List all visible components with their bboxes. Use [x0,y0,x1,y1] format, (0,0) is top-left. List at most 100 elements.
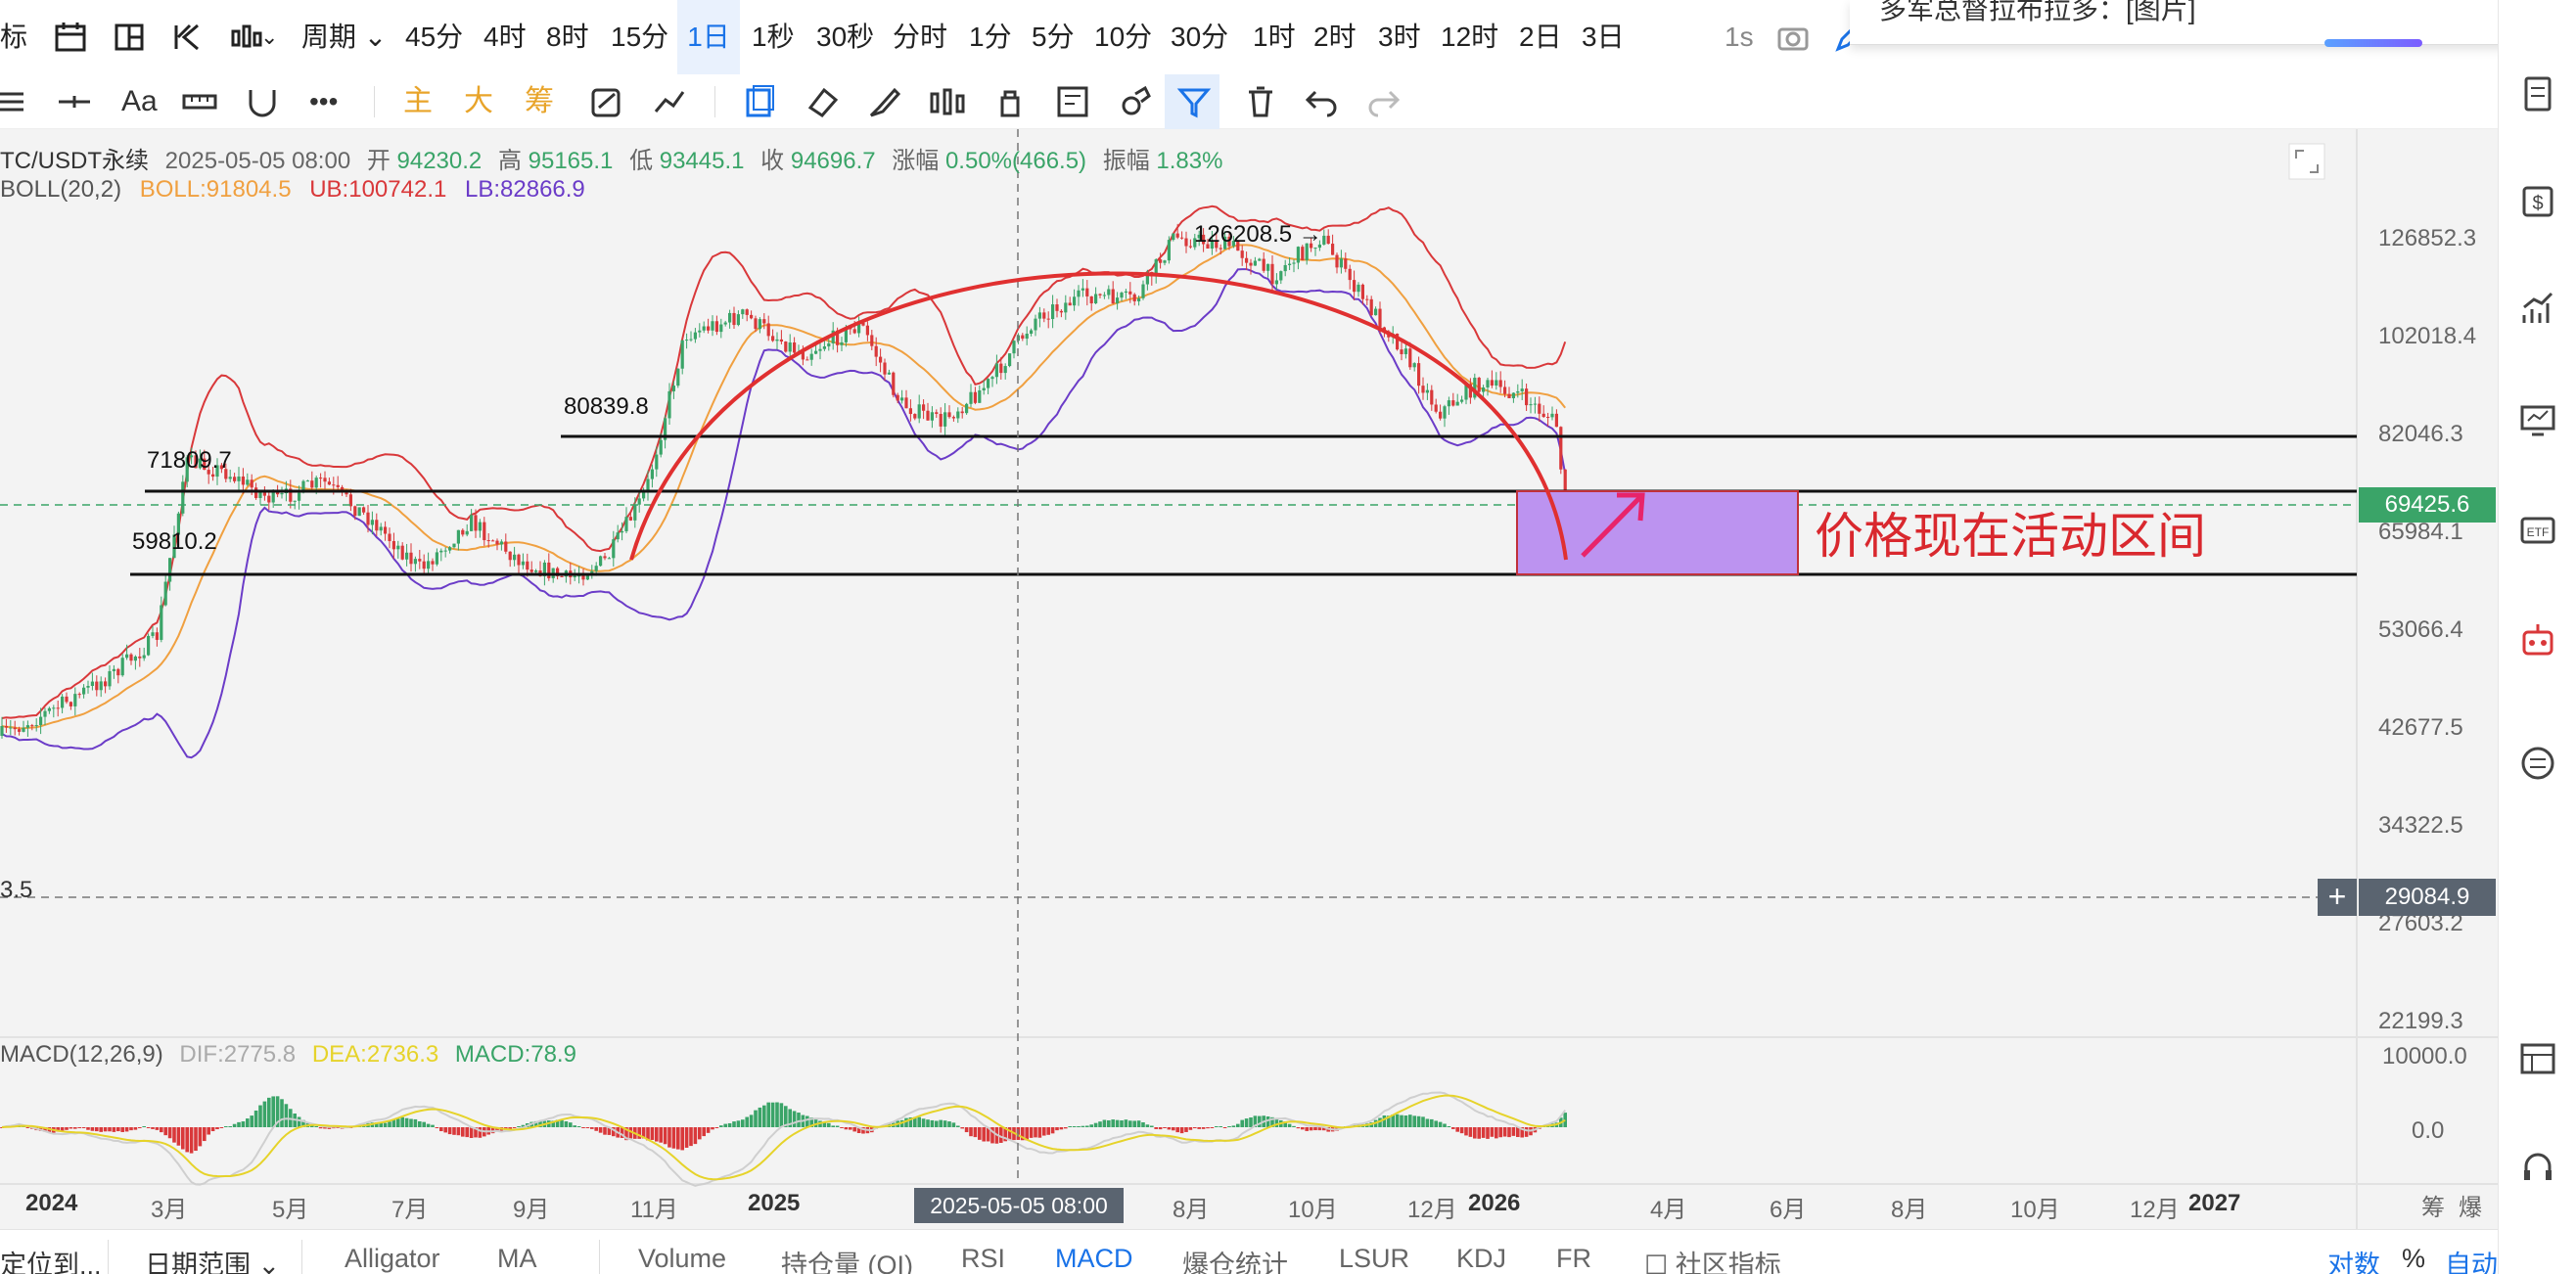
main-indicator-toggle[interactable]: 主 [403,85,433,117]
tf-12h[interactable]: 12时 [1441,22,1499,52]
calendar-icon[interactable] [51,18,90,57]
tf-3d[interactable]: 3日 [1582,22,1625,52]
link-icon[interactable] [1116,82,1155,121]
orderbook-icon[interactable] [2518,74,2557,114]
indicator-kdj[interactable]: KDJ [1456,1244,1507,1273]
indicators-label[interactable]: 标 [0,22,28,52]
more-icon[interactable]: ••• [309,86,339,116]
indicator-oi[interactable]: 持仓量 (OI) [781,1251,913,1274]
chart-area[interactable]: TC/USDT永续 2025-05-05 08:00 开 94230.2 高 9… [0,129,2498,1229]
tf-4h[interactable]: 4时 [483,22,527,52]
monitor-icon[interactable] [2518,401,2557,440]
redo-icon[interactable] [1364,82,1403,121]
period-dropdown[interactable]: 周期 ⌄ [301,22,388,52]
robot-icon[interactable] [2518,620,2557,660]
tf-8h[interactable]: 8时 [546,22,589,52]
price-chart[interactable] [0,129,2498,1229]
log-scale-toggle[interactable]: 对数 [2327,1251,2380,1274]
candle-body [120,658,124,676]
tf-2h[interactable]: 2时 [1313,22,1357,52]
macd-histogram-bar [964,1127,969,1133]
liquidation-axis-label[interactable]: 爆 [2459,1195,2482,1221]
fullscreen-icon[interactable] [2288,143,2325,180]
tf-1s[interactable]: 1秒 [752,22,795,52]
add-alert-icon[interactable]: + [2318,879,2357,916]
tf-1d[interactable]: 1日 [677,0,740,74]
candle-type-icon[interactable] [227,18,266,57]
menu-icon[interactable] [0,82,33,121]
note-icon[interactable] [1053,82,1092,121]
macd-histogram-bar [628,1127,633,1139]
macd-histogram-bar [189,1127,194,1154]
eraser-icon[interactable] [803,82,842,121]
trash-icon[interactable] [1241,82,1280,121]
layout-icon[interactable] [110,18,149,57]
etf-icon[interactable]: ETF [2518,511,2557,550]
indicator-macd[interactable]: MACD [1055,1244,1133,1273]
undo-icon[interactable] [1302,82,1341,121]
date-range-dropdown[interactable]: 日期范围 ⌄ [145,1251,281,1274]
indicator-rsi[interactable]: RSI [961,1244,1006,1273]
tf-45m[interactable]: 45分 [405,22,464,52]
text-tool[interactable]: Aa [121,85,158,117]
indicator-ma[interactable]: MA [497,1244,537,1273]
replay-icon[interactable] [166,18,206,57]
brush-icon[interactable] [865,82,904,121]
chevron-down-icon[interactable]: ⌄ [260,24,279,49]
candle-body [840,341,844,345]
trade-icon[interactable]: $ [2518,182,2557,221]
cycle-icon[interactable] [587,82,626,121]
camera-icon[interactable] [1773,18,1813,57]
bottom-bar: 定位到... 日期范围 ⌄ Alligator MA Volume 持仓量 (O… [0,1229,2498,1274]
tf-2d[interactable]: 2日 [1519,22,1562,52]
community-indicators[interactable]: ☐ 社区指标 [1644,1244,1781,1274]
panel-icon[interactable] [2518,1039,2557,1078]
chip-toggle[interactable]: 筹 [525,85,554,117]
headset-icon[interactable] [2518,1149,2557,1188]
interval-label[interactable]: 1s [1725,22,1754,52]
indicator-liquidation[interactable]: 爆仓统计 [1182,1251,1288,1274]
big-order-toggle[interactable]: 大 [464,85,493,117]
tf-timeline[interactable]: 分时 [893,22,948,52]
horizontal-line-icon[interactable] [55,82,94,121]
indicator-volume[interactable]: Volume [638,1244,727,1273]
analysis-icon[interactable] [2518,290,2557,329]
candle-body [994,363,998,378]
macd-histogram-bar [95,1127,99,1132]
tf-1h[interactable]: 1时 [1253,22,1296,52]
tf-10m[interactable]: 10分 [1094,22,1153,52]
tf-5m[interactable]: 5分 [1032,22,1075,52]
chip-axis-label[interactable]: 筹 [2421,1195,2445,1221]
tf-3h[interactable]: 3时 [1378,22,1421,52]
candle-body [766,323,770,337]
macd-histogram-bar [1421,1116,1425,1127]
active-price-zone[interactable] [1516,490,1799,575]
indicator-fr[interactable]: FR [1556,1244,1591,1273]
bars-icon[interactable] [928,82,967,121]
macd-histogram-bar [659,1127,663,1143]
trend-tool-icon[interactable] [650,82,689,121]
magnet-icon[interactable] [243,82,282,121]
candle-body [258,491,262,498]
tf-30s[interactable]: 30秒 [816,22,875,52]
candle-body [341,486,345,490]
copy-icon[interactable] [740,82,779,121]
notification-popup[interactable]: 多军总督拉布拉多：[图片] [1850,0,2554,47]
macd-histogram-bar [426,1123,431,1127]
ruler-icon[interactable] [180,82,219,121]
macd-histogram-bar [1231,1125,1236,1127]
tf-15m[interactable]: 15分 [611,22,669,52]
candle-body [370,520,374,525]
goto-button[interactable]: 定位到... [0,1251,102,1274]
indicator-alligator[interactable]: Alligator [345,1244,440,1273]
indicator-lsur[interactable]: LSUR [1339,1244,1410,1273]
tf-1m[interactable]: 1分 [969,22,1012,52]
filter-icon[interactable] [1174,82,1214,121]
swap-icon[interactable] [2518,744,2557,783]
candle-body [978,389,982,403]
percent-scale-toggle[interactable]: % [2402,1244,2426,1273]
tf-30m[interactable]: 30分 [1171,22,1229,52]
auto-scale-toggle[interactable]: 自动 [2445,1251,2498,1274]
lock-icon[interactable] [990,82,1030,121]
rounded-top-arc[interactable] [629,271,1568,561]
